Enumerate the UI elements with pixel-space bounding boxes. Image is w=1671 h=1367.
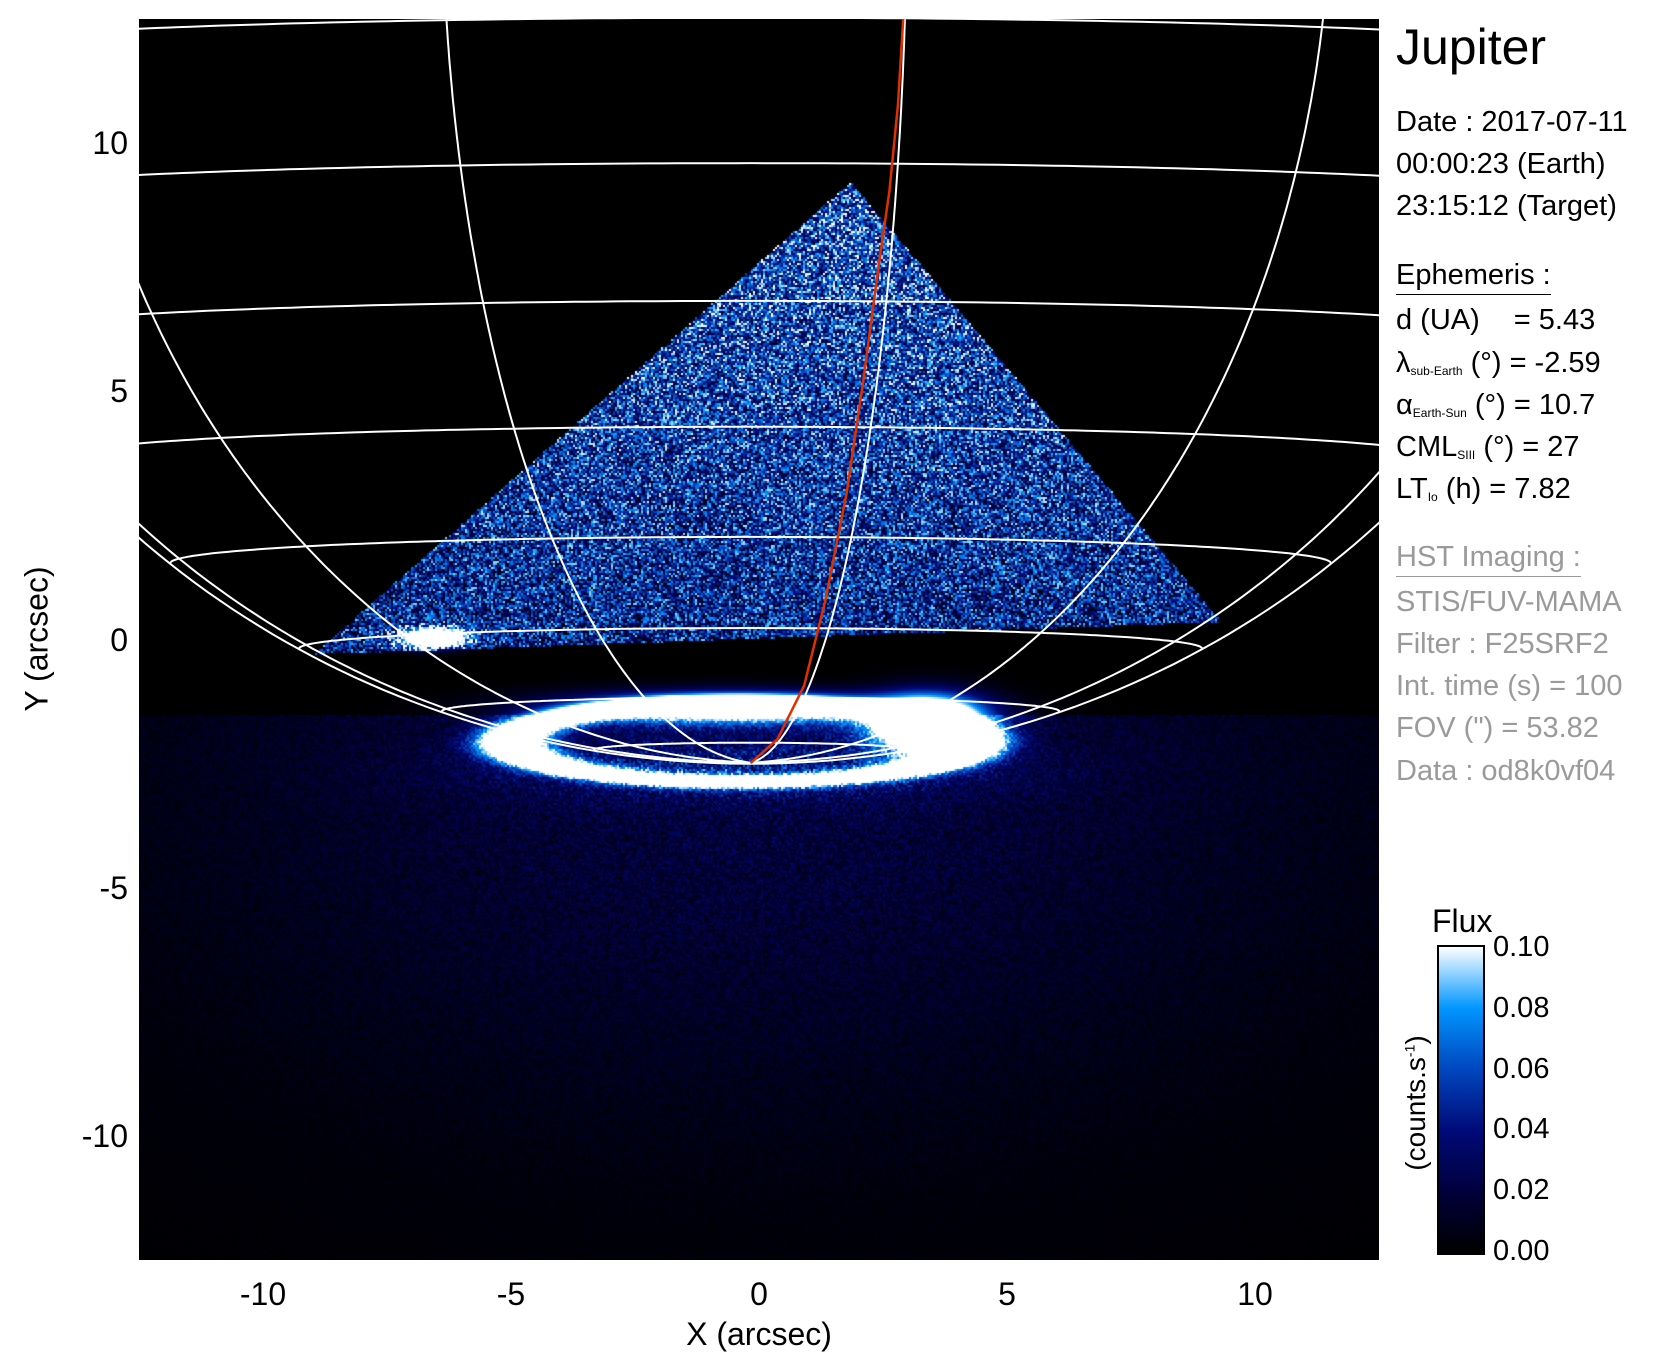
lambda-subscript: sub-Earth bbox=[1410, 364, 1463, 378]
ephemeris-header-text: Ephemeris : bbox=[1396, 259, 1551, 295]
dataset-text: Data : od8k0vf04 bbox=[1396, 755, 1616, 787]
plot-area bbox=[139, 19, 1379, 1260]
grid-overlay bbox=[139, 19, 1379, 765]
longitude-line bbox=[139, 522, 751, 764]
sub-earth-latitude-row: λsub-Earth (°) = -2.59 bbox=[1396, 349, 1601, 386]
lt-symbol: LT bbox=[1396, 473, 1428, 505]
io-local-time-row: LTIo (h) = 7.82 bbox=[1396, 475, 1571, 512]
latitude-line bbox=[139, 299, 1379, 317]
cml-row: CMLSIII (°) = 27 bbox=[1396, 433, 1580, 470]
longitude-line bbox=[445, 19, 751, 764]
latitude-line bbox=[440, 696, 1061, 714]
latitude-line bbox=[139, 19, 1379, 31]
date-text: Date : 2017-07-11 bbox=[1396, 106, 1628, 138]
longitude-line bbox=[750, 19, 1324, 764]
colorbar-label: (counts.s-1) bbox=[1400, 1035, 1432, 1170]
planet-limb bbox=[139, 521, 1379, 765]
colorbar-tick-label: 0.10 bbox=[1493, 931, 1550, 963]
hst-header-text: HST Imaging : bbox=[1396, 541, 1581, 577]
x-tick-label: 10 bbox=[1237, 1276, 1273, 1312]
cml-symbol: CML bbox=[1396, 431, 1458, 463]
colorbar-tick-label: 0.00 bbox=[1493, 1235, 1550, 1267]
y-tick-label: 10 bbox=[92, 125, 128, 162]
phase-angle-row: αEarth-Sun (°) = 10.7 bbox=[1396, 391, 1595, 428]
lambda-symbol: λ bbox=[1396, 347, 1411, 379]
colorbar-tick-label: 0.02 bbox=[1493, 1174, 1550, 1207]
integration-time-text: Int. time (s) = 100 bbox=[1396, 670, 1623, 702]
latitude-line bbox=[139, 425, 1379, 446]
lambda-value: (°) = -2.59 bbox=[1470, 347, 1601, 379]
x-tick-label: 0 bbox=[750, 1276, 768, 1312]
longitude-line bbox=[750, 470, 1379, 764]
latitude-line bbox=[298, 627, 1203, 651]
distance-value: = 5.43 bbox=[1513, 304, 1596, 336]
x-tick-label: -5 bbox=[496, 1276, 526, 1312]
colorbar bbox=[1437, 945, 1485, 1255]
planet-title: Jupiter bbox=[1396, 19, 1547, 75]
x-axis-label: X (arcsec) bbox=[686, 1316, 832, 1352]
longitude-line bbox=[750, 19, 906, 764]
fov-text: FOV (") = 53.82 bbox=[1396, 712, 1599, 744]
longitude-line bbox=[139, 282, 751, 764]
ephemeris-header: Ephemeris : bbox=[1396, 259, 1551, 295]
x-tick-label: 5 bbox=[998, 1276, 1016, 1312]
io-footprint-curve bbox=[749, 19, 905, 765]
y-tick-label: -5 bbox=[99, 869, 128, 906]
time-earth-text: 00:00:23 (Earth) bbox=[1396, 148, 1606, 180]
y-axis-label: Y (arcsec) bbox=[18, 566, 55, 712]
cml-value: (°) = 27 bbox=[1483, 431, 1580, 463]
y-tick-label: 5 bbox=[110, 373, 128, 410]
latitude-line bbox=[139, 162, 1379, 177]
y-tick-label: 0 bbox=[110, 621, 128, 658]
lt-value: (h) = 7.82 bbox=[1445, 473, 1571, 505]
colorbar-label-text: (counts.s bbox=[1400, 1057, 1431, 1171]
colorbar-title: Flux bbox=[1432, 903, 1493, 939]
hst-header: HST Imaging : bbox=[1396, 541, 1581, 577]
colorbar-label-end: ) bbox=[1400, 1035, 1431, 1045]
instrument-text: STIS/FUV-MAMA bbox=[1396, 586, 1622, 618]
lt-subscript: Io bbox=[1427, 490, 1438, 504]
alpha-symbol: α bbox=[1396, 389, 1413, 421]
time-target-text: 23:15:12 (Target) bbox=[1396, 190, 1617, 222]
cml-subscript: SIII bbox=[1457, 448, 1476, 462]
colorbar-tick-label: 0.04 bbox=[1493, 1113, 1550, 1146]
distance-row: d (UA) = 5.43 bbox=[1396, 306, 1595, 335]
colorbar-label-exponent: -1 bbox=[1401, 1044, 1418, 1058]
latitude-line bbox=[169, 535, 1332, 565]
y-tick-label: -10 bbox=[81, 1117, 128, 1154]
alpha-value: (°) = 10.7 bbox=[1474, 389, 1596, 421]
x-tick-label: -10 bbox=[239, 1276, 287, 1312]
filter-text: Filter : F25SRF2 bbox=[1396, 628, 1609, 660]
colorbar-tick-label: 0.08 bbox=[1493, 991, 1550, 1024]
colorbar-tick-label: 0.06 bbox=[1493, 1052, 1550, 1085]
distance-label: d (UA) bbox=[1396, 304, 1480, 336]
alpha-subscript: Earth-Sun bbox=[1412, 406, 1467, 420]
